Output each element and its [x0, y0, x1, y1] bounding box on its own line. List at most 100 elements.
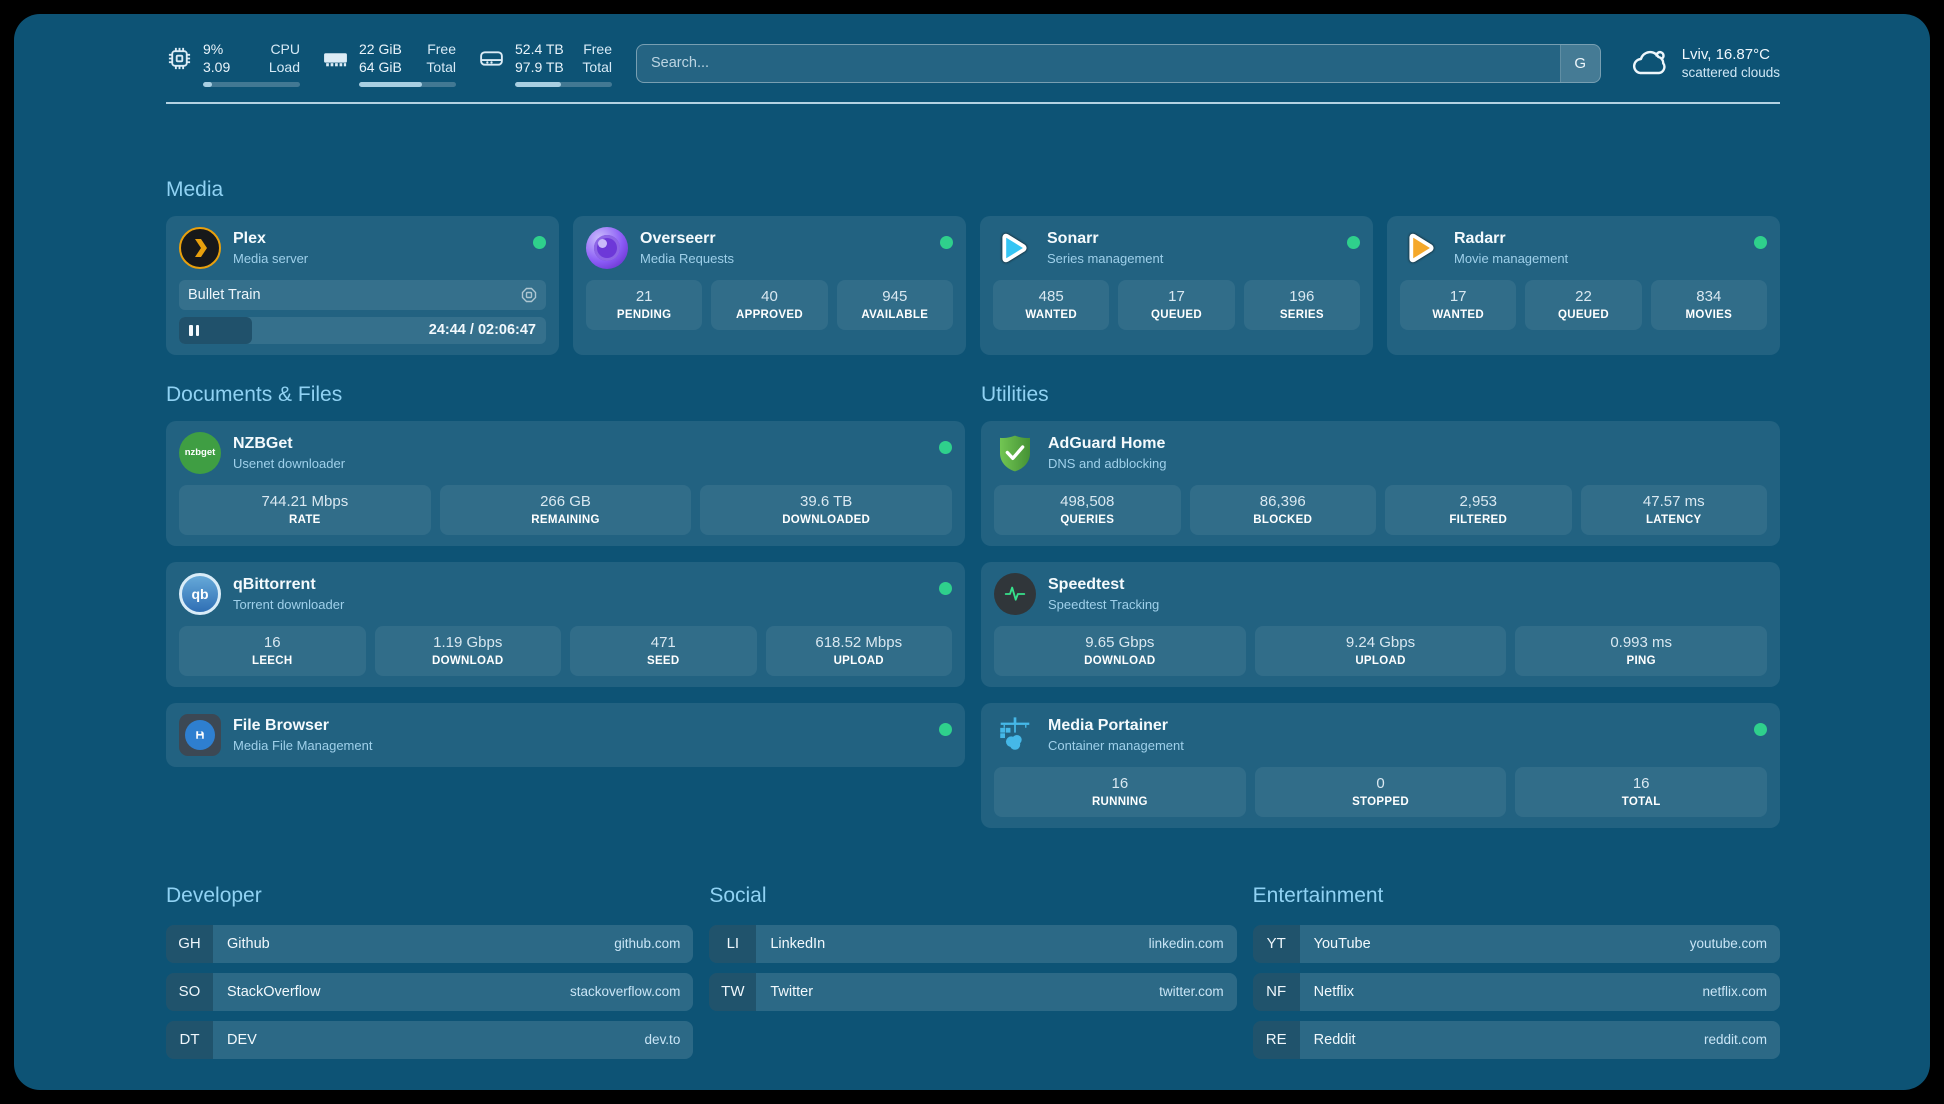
stat-tile: 196 SERIES	[1243, 279, 1360, 330]
bookmark-url: github.com	[614, 936, 681, 952]
stat-tile: 16 LEECH	[179, 625, 366, 676]
app-name: Plex	[233, 229, 266, 247]
bookmark-abbr: RE	[1252, 1020, 1300, 1059]
weather-widget: Lviv, 16.87°C scattered clouds	[1629, 46, 1780, 80]
bookmark-label: YouTube	[1313, 935, 1371, 952]
app-name: Media Portainer	[1048, 716, 1169, 734]
stat-tile: 16 RUNNING	[994, 766, 1246, 817]
disk-icon	[480, 51, 503, 66]
cloud-icon	[1632, 51, 1666, 75]
bookmark-abbr: NF	[1252, 972, 1300, 1011]
storage-progress-bar	[515, 81, 612, 87]
memory-free-label: Free	[427, 41, 456, 57]
memory-free-value: 22 GiB	[359, 41, 402, 57]
section-utilities: Utilities	[981, 383, 1780, 828]
search-input[interactable]	[637, 44, 1560, 82]
bookmark-abbr: DT	[166, 1020, 213, 1059]
app-subtitle: Torrent downloader	[233, 596, 345, 612]
bookmark-label: Reddit	[1313, 1031, 1356, 1048]
app-card-plex[interactable]: Plex Media server Bullet Train 24:44 / 0…	[166, 215, 559, 355]
bookmark-url: dev.to	[644, 1032, 681, 1048]
filebrowser-icon	[179, 713, 221, 756]
bookmark-url: linkedin.com	[1148, 936, 1224, 952]
cpu-usage-value: 9%	[203, 41, 224, 57]
app-card-sonarr[interactable]: Sonarr Series management 485 WANTED 17 QUE…	[980, 215, 1373, 355]
storage-stat: 52.4 TB 97.9 TB Free Total	[478, 40, 612, 87]
search-provider-button[interactable]: G	[1559, 44, 1600, 82]
weather-location-temp: Lviv, 16.87°C	[1681, 46, 1770, 64]
status-online-dot	[533, 235, 546, 249]
now-playing-row: Bullet Train	[179, 279, 546, 310]
bookmark-url: reddit.com	[1703, 1032, 1767, 1048]
stat-tile: 2,953 FILTERED	[1385, 484, 1572, 535]
stat-tile: 485 WANTED	[993, 279, 1110, 330]
stat-tile: 21 PENDING	[586, 279, 703, 330]
bookmark-dev[interactable]: DT DEV dev.to	[166, 1020, 694, 1059]
stat-tile: 266 GB REMAINING	[439, 484, 692, 535]
bookmark-stackoverflow[interactable]: SO StackOverflow stackoverflow.com	[166, 972, 694, 1011]
status-online-dot	[939, 722, 952, 736]
app-card-filebrowser[interactable]: File Browser Media File Management	[166, 702, 965, 767]
camera-icon[interactable]	[521, 287, 537, 303]
section-title-media: Media	[166, 177, 224, 201]
bookmark-label: Github	[227, 935, 270, 952]
playback-time: 24:44 / 02:06:47	[428, 322, 536, 339]
app-subtitle: Speedtest Tracking	[1048, 596, 1160, 612]
portainer-icon	[994, 714, 1036, 756]
bookmark-abbr: GH	[166, 924, 213, 963]
cpu-load-value: 3.09	[203, 59, 231, 76]
bookmark-youtube[interactable]: YT YouTube youtube.com	[1252, 924, 1780, 963]
bookmark-netflix[interactable]: NF Netflix netflix.com	[1252, 972, 1780, 1011]
section-media: Media Plex Media server Bullet Train	[166, 178, 1780, 355]
topbar: 9% 3.09 CPU Load	[166, 40, 1780, 87]
app-card-adguard[interactable]: AdGuard Home DNS and adblocking 498,508 Q…	[981, 420, 1780, 546]
memory-progress-bar	[359, 81, 456, 87]
bookmark-linkedin[interactable]: LI LinkedIn linkedin.com	[709, 924, 1237, 963]
bookmark-reddit[interactable]: RE Reddit reddit.com	[1252, 1020, 1780, 1059]
adguard-icon	[994, 432, 1036, 474]
app-subtitle: Movie management	[1454, 250, 1569, 266]
status-online-dot	[939, 440, 952, 454]
cpu-label: CPU	[270, 41, 300, 57]
app-card-nzbget[interactable]: nzbget NZBGet Usenet downloader 744.21 M…	[166, 420, 965, 546]
app-card-radarr[interactable]: Radarr Movie management 17 WANTED 22 QUEUE…	[1387, 215, 1780, 355]
app-card-portainer[interactable]: Media Portainer Container management 16 R…	[981, 702, 1780, 828]
app-name: qBittorrent	[233, 575, 316, 593]
stat-tile: 618.52 Mbps UPLOAD	[765, 625, 952, 676]
app-subtitle: Media Requests	[640, 250, 734, 266]
storage-free-value: 52.4 TB	[515, 41, 564, 57]
pause-button[interactable]	[189, 324, 199, 336]
cpu-stat: 9% 3.09 CPU Load	[166, 40, 300, 87]
app-card-speedtest[interactable]: Speedtest Speedtest Tracking 9.65 Gbps DO…	[981, 561, 1780, 687]
memory-total-label: Total	[426, 59, 456, 76]
bookmark-label: LinkedIn	[770, 935, 826, 952]
search-bar: G	[636, 43, 1601, 83]
bookmark-url: netflix.com	[1702, 984, 1767, 1000]
bookmark-group-developer: Developer GH Github github.com SO StackO…	[166, 884, 694, 1059]
cpu-progress-bar	[203, 81, 300, 87]
status-online-dot	[1347, 235, 1360, 249]
stat-tile: 9.24 Gbps UPLOAD	[1254, 625, 1507, 676]
now-playing-title: Bullet Train	[188, 286, 261, 303]
stat-tile: 22 QUEUED	[1525, 279, 1642, 330]
radarr-icon	[1400, 227, 1442, 269]
speedtest-icon	[994, 572, 1036, 615]
bookmark-abbr: YT	[1252, 924, 1300, 963]
stat-tile: 1.19 Gbps DOWNLOAD	[374, 625, 561, 676]
system-stats: 9% 3.09 CPU Load	[166, 40, 612, 87]
stat-tile: 86,396 BLOCKED	[1189, 484, 1376, 535]
plex-icon	[179, 226, 221, 269]
bookmark-twitter[interactable]: TW Twitter twitter.com	[709, 972, 1237, 1011]
playback-progress: 24:44 / 02:06:47	[179, 316, 546, 344]
app-subtitle: DNS and adblocking	[1048, 455, 1167, 471]
bookmark-group-title: Social	[709, 883, 767, 907]
bookmark-github[interactable]: GH Github github.com	[166, 924, 694, 963]
app-card-overseerr[interactable]: Overseerr Media Requests 21 PENDING 40 APP…	[573, 215, 966, 355]
app-name: AdGuard Home	[1048, 434, 1166, 452]
app-name: Sonarr	[1047, 229, 1099, 247]
bookmark-group-social: Social LI LinkedIn linkedin.com TW Twitt…	[709, 883, 1237, 1059]
section-title-utilities: Utilities	[981, 382, 1049, 406]
app-name: Radarr	[1454, 229, 1506, 247]
app-card-qbittorrent[interactable]: qb qBittorrent Torrent downloader 16 LEEC…	[166, 561, 965, 687]
app-name: Overseerr	[640, 229, 716, 247]
